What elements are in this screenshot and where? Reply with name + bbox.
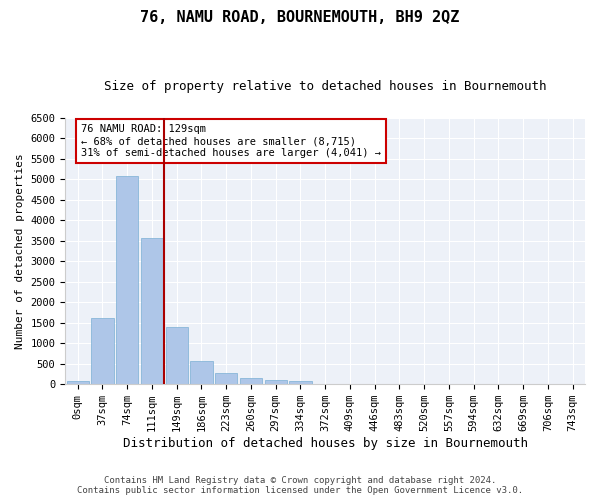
X-axis label: Distribution of detached houses by size in Bournemouth: Distribution of detached houses by size … — [122, 437, 527, 450]
Y-axis label: Number of detached properties: Number of detached properties — [15, 153, 25, 349]
Bar — [240, 378, 262, 384]
Bar — [190, 360, 212, 384]
Text: Contains HM Land Registry data © Crown copyright and database right 2024.
Contai: Contains HM Land Registry data © Crown c… — [77, 476, 523, 495]
Title: Size of property relative to detached houses in Bournemouth: Size of property relative to detached ho… — [104, 80, 547, 93]
Bar — [166, 327, 188, 384]
Bar — [289, 381, 311, 384]
Text: 76 NAMU ROAD: 129sqm
← 68% of detached houses are smaller (8,715)
31% of semi-de: 76 NAMU ROAD: 129sqm ← 68% of detached h… — [81, 124, 381, 158]
Bar — [141, 238, 163, 384]
Bar — [91, 318, 113, 384]
Bar — [215, 373, 237, 384]
Text: 76, NAMU ROAD, BOURNEMOUTH, BH9 2QZ: 76, NAMU ROAD, BOURNEMOUTH, BH9 2QZ — [140, 10, 460, 25]
Bar — [116, 176, 138, 384]
Bar — [67, 381, 89, 384]
Bar — [265, 380, 287, 384]
